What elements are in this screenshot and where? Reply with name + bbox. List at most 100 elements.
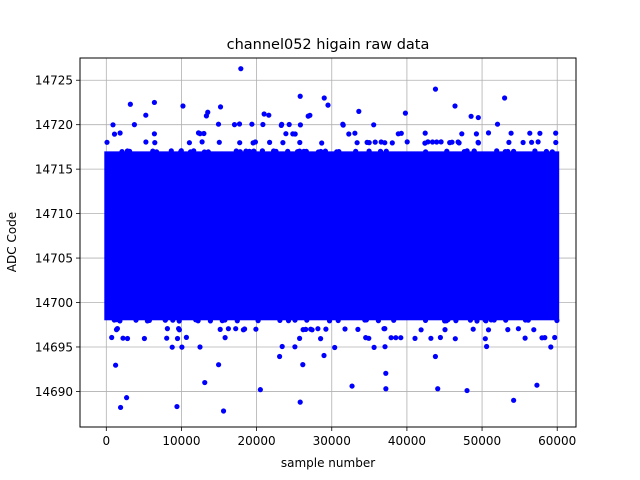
x-tick-label: 20000: [238, 434, 276, 448]
data-point: [169, 344, 175, 350]
data-point: [508, 130, 514, 136]
data-point: [549, 149, 555, 155]
data-point: [425, 139, 431, 145]
data-point: [502, 149, 508, 155]
data-point: [482, 336, 488, 342]
data-point: [205, 149, 211, 155]
data-point: [335, 317, 341, 324]
data-point: [398, 335, 404, 341]
data-point: [553, 139, 559, 146]
data-point: [372, 139, 378, 145]
data-point: [455, 158, 461, 164]
data-point: [131, 122, 137, 128]
data-point: [552, 334, 558, 341]
outlier-point: [238, 66, 244, 72]
outlier-point: [127, 101, 133, 107]
data-point: [110, 122, 116, 128]
data-point: [532, 148, 538, 154]
outlier-point: [432, 86, 439, 92]
y-tick-label: 14725: [35, 74, 73, 88]
data-point: [249, 121, 255, 127]
data-point: [553, 130, 559, 136]
outlier-point: [402, 110, 409, 116]
data-point: [503, 317, 509, 323]
data-point: [371, 344, 377, 350]
data-point: [225, 326, 231, 332]
data-point: [285, 318, 292, 324]
data-point: [271, 148, 277, 154]
data-point: [494, 121, 501, 127]
data-point: [468, 113, 474, 119]
data-point: [434, 139, 440, 145]
data-point: [129, 157, 135, 163]
data-point: [322, 148, 328, 154]
data-point: [340, 121, 346, 127]
data-point: [151, 131, 157, 137]
data-point: [464, 148, 470, 154]
data-point: [252, 309, 258, 315]
data-point: [115, 157, 121, 163]
data-point: [319, 157, 325, 163]
data-point: [143, 139, 149, 145]
data-point: [520, 139, 526, 146]
data-point: [510, 148, 517, 154]
data-point: [280, 140, 286, 146]
data-point: [152, 140, 158, 146]
data-point: [522, 335, 528, 341]
y-tick-label: 14720: [35, 118, 73, 132]
data-point: [506, 139, 512, 145]
outlier-point: [180, 103, 186, 109]
data-point: [418, 327, 424, 333]
outlier-point: [356, 108, 362, 114]
data-point: [113, 362, 119, 368]
data-point: [176, 327, 182, 333]
data-point: [233, 326, 239, 332]
data-point: [378, 139, 384, 145]
outlier-point: [202, 379, 208, 386]
data-point: [548, 344, 554, 350]
data-point: [382, 344, 388, 350]
data-point: [363, 317, 369, 323]
x-tick-label: 10000: [162, 434, 200, 448]
data-point: [237, 140, 243, 146]
plot-frame: [79, 57, 577, 428]
data-point: [473, 131, 479, 137]
data-point: [484, 343, 490, 350]
data-point: [187, 149, 194, 155]
outlier-point: [383, 386, 389, 392]
data-point: [452, 336, 458, 342]
data-point: [375, 318, 381, 324]
data-point: [383, 370, 389, 376]
data-point: [321, 352, 327, 359]
data-point: [215, 121, 222, 127]
data-point: [491, 317, 497, 323]
data-point: [412, 335, 418, 341]
data-point: [277, 317, 283, 323]
x-tick-label: 30000: [313, 434, 351, 448]
data-point: [228, 157, 234, 163]
data-point: [201, 130, 207, 137]
data-point: [474, 318, 480, 324]
data-point: [164, 335, 170, 341]
data-point: [527, 130, 533, 136]
data-point: [124, 335, 131, 342]
data-point: [201, 149, 207, 155]
data-point: [237, 149, 243, 155]
data-point: [459, 131, 465, 137]
data-point: [222, 317, 228, 323]
data-point: [319, 140, 325, 146]
data-point: [303, 148, 309, 154]
data-point: [393, 335, 399, 341]
data-point: [432, 353, 438, 360]
data-point: [364, 139, 370, 145]
data-point: [117, 318, 123, 324]
outlier-point: [534, 382, 540, 388]
data-point: [168, 148, 174, 154]
outlier-point: [257, 387, 263, 393]
data-point: [535, 139, 541, 145]
data-point: [292, 317, 298, 323]
data-point: [250, 140, 256, 146]
outlier-point: [297, 93, 303, 99]
y-tick-label: 14700: [35, 296, 73, 310]
data-point: [253, 326, 259, 332]
